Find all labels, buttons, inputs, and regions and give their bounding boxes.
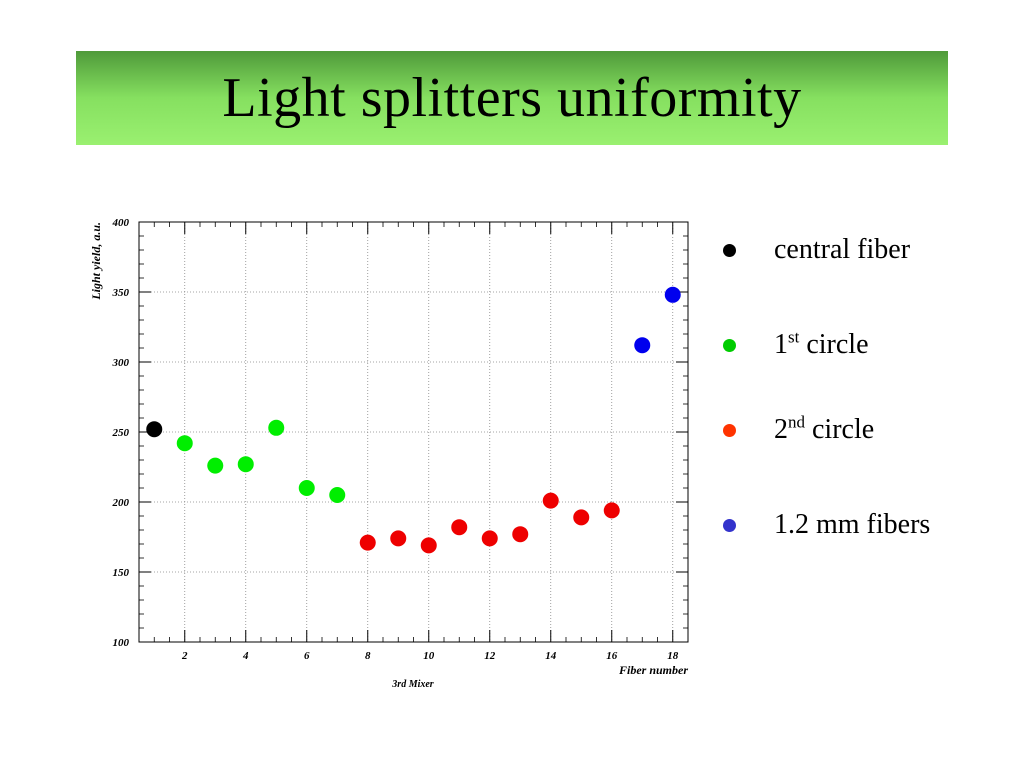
x-tick-label: 12	[484, 650, 496, 662]
page-title: Light splitters uniformity	[222, 67, 802, 129]
legend-label-sup: st	[788, 327, 800, 347]
data-point	[512, 526, 529, 543]
scatter-chart: 2 4 6 8 10 12 14 16 18 100 150 200 250 300 350 400 Fiber…	[89, 217, 689, 690]
legend-label-main: 2	[774, 414, 788, 445]
data-point	[298, 480, 315, 496]
data-point	[268, 419, 285, 436]
data-point	[329, 487, 346, 503]
x-tick-label: 2	[181, 650, 188, 662]
legend-dot-icon	[723, 423, 736, 437]
legend-label-main: 1.2 mm fibers	[774, 509, 931, 540]
x-tick-label: 14	[545, 650, 557, 662]
data-point	[359, 534, 376, 551]
data-point	[390, 530, 407, 547]
y-axis-title: Light yield, a.u.	[89, 222, 103, 301]
legend-label-suffix: circle	[799, 329, 869, 360]
x-tick-label: 18	[667, 650, 679, 662]
legend-dot-icon	[723, 243, 736, 257]
data-point	[634, 337, 651, 354]
x-tick-label: 10	[423, 650, 435, 662]
legend-label-sup: nd	[788, 412, 805, 432]
data-point	[237, 456, 254, 473]
x-tick-label: 4	[242, 650, 249, 662]
plot-frame	[138, 221, 689, 643]
title-banner: Light splitters uniformity	[76, 51, 948, 145]
data-point	[573, 509, 590, 526]
legend-label: central fiber	[774, 234, 910, 266]
legend-dot-icon	[723, 518, 736, 532]
data-point	[481, 530, 498, 547]
x-tick-label: 6	[304, 650, 310, 662]
data-point	[176, 435, 193, 452]
y-tick-label: 250	[112, 427, 130, 439]
y-tick-label: 350	[112, 287, 130, 299]
legend-label-main: 1	[774, 329, 788, 360]
legend-item-circle2: 2nd circle	[715, 410, 874, 450]
y-tick-label: 100	[113, 637, 130, 649]
legend-item-circle1: 1st circle	[715, 325, 869, 365]
y-tick-label: 150	[113, 567, 130, 579]
data-point	[603, 502, 620, 519]
y-tick-label: 200	[112, 497, 130, 509]
y-tick-label: 400	[112, 217, 130, 229]
legend-dot-icon	[723, 338, 736, 352]
x-tick-label: 16	[606, 650, 618, 662]
data-point	[420, 537, 437, 554]
data-point	[451, 519, 468, 536]
legend: central fiber 1st circle 2nd circle 1.2 mm …	[715, 225, 1015, 555]
data-point	[207, 457, 224, 474]
bottom-label: 3rd Mixer	[391, 679, 434, 690]
y-tick-label: 300	[112, 357, 130, 369]
data-point	[664, 286, 681, 303]
legend-label-suffix: circle	[805, 414, 875, 445]
legend-label: 2nd circle	[774, 414, 874, 446]
legend-item-central: central fiber	[715, 230, 910, 270]
legend-label: 1st circle	[774, 329, 869, 361]
legend-item-fibers12: 1.2 mm fibers	[715, 505, 930, 545]
x-axis-title: Fiber number	[618, 663, 688, 677]
x-tick-label: 8	[365, 650, 371, 662]
data-point	[146, 421, 163, 438]
legend-label-main: central fiber	[774, 234, 911, 265]
data-point	[542, 492, 559, 509]
legend-label: 1.2 mm fibers	[774, 509, 930, 541]
